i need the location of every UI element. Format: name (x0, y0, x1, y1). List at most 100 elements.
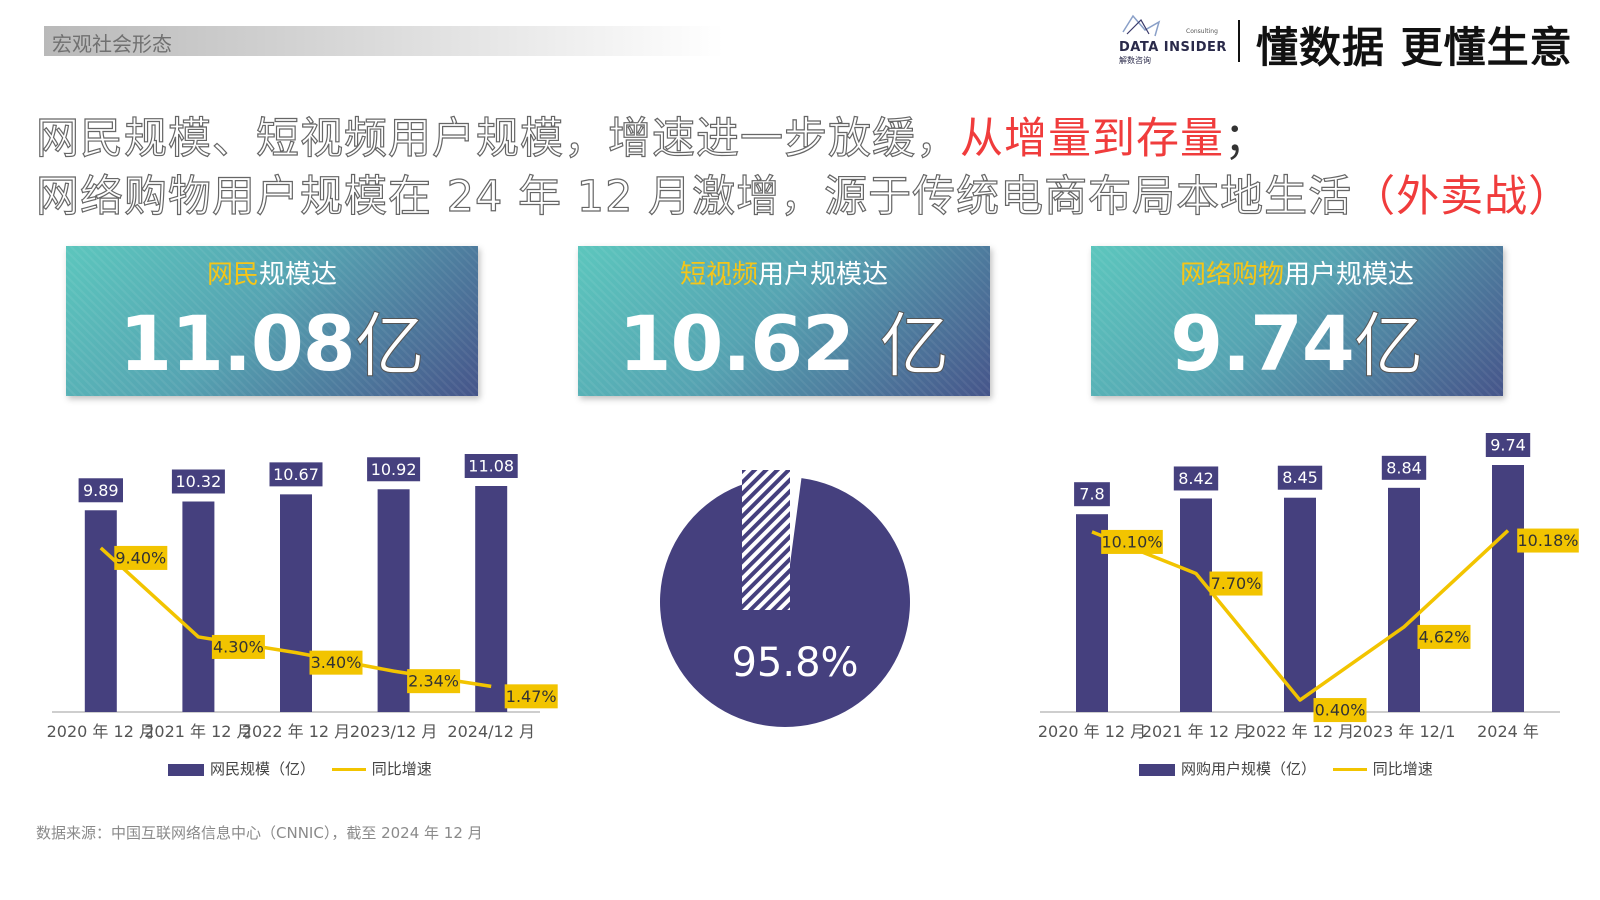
growth-value-label-bg (309, 650, 363, 675)
bar (1388, 487, 1420, 712)
bar-value-label-bg (1173, 466, 1219, 491)
x-tick-label: 2023 年 12/1 (1353, 722, 1456, 741)
slogan-divider (1238, 20, 1240, 62)
legend-line-swatch (331, 768, 366, 771)
growth-value-label-bg (1101, 529, 1163, 554)
logo-chinese-name: 解数咨询 (1119, 56, 1151, 65)
x-tick-label: 2022 年 12 月 (1246, 722, 1354, 741)
stat-card-title: 短视频用户规模达 (578, 254, 990, 291)
bar (475, 486, 508, 712)
growth-value-label-bg (1517, 528, 1579, 553)
bar-value-label: 7.8 (1079, 485, 1104, 504)
legend-label-bar: 网民规模（亿） (210, 760, 316, 778)
section-bar (44, 26, 724, 56)
bar-value-label: 8.45 (1282, 468, 1318, 487)
growth-value-label: 10.10% (1101, 532, 1162, 551)
growth-value-label-bg (114, 545, 168, 570)
bar-value-label-bg (1074, 482, 1110, 507)
growth-value-label: 3.40% (311, 653, 362, 672)
legend-netizens: 网民规模（亿） 同比增速 (168, 758, 432, 779)
legend-bar-swatch (1139, 763, 1175, 776)
bar-value-label-bg (1381, 455, 1427, 480)
x-tick-label: 2021 年 12 月 (1142, 722, 1250, 741)
bar-value-label-bg (464, 454, 518, 478)
growth-value-label-bg (504, 684, 558, 709)
growth-value-label: 2.34% (408, 672, 459, 691)
headline-2-text: 网络购物用户规模在 24 年 12 月激增，源于传统电商布局本地生活 (35, 171, 1353, 222)
headline-1-text: 网民规模、短视频用户规模，增速进一步放缓， (35, 113, 960, 164)
growth-value-label: 1.47% (506, 687, 557, 706)
bar (1284, 497, 1316, 712)
bar-value-label-bg (171, 469, 225, 494)
growth-value-label: 4.30% (213, 637, 264, 656)
legend-label-bar: 网购用户规模（亿） (1181, 760, 1317, 778)
stat-unit: 亿 (1353, 305, 1424, 388)
x-tick-label: 2023/12 月 (350, 722, 438, 741)
stat-title-accent: 短视频 (679, 260, 758, 290)
stat-card-title: 网民规模达 (66, 254, 478, 291)
stat-card-value: 9.74亿 (1091, 290, 1503, 391)
bar (1180, 498, 1212, 712)
logo-tagline: Consulting (1186, 28, 1218, 35)
legend-label-line: 同比增速 (1372, 760, 1433, 778)
stat-card-value: 11.08亿 (66, 290, 478, 391)
bar-value-label: 9.89 (83, 481, 119, 500)
headline-line-2: 网络购物用户规模在 24 年 12 月激增，源于传统电商布局本地生活（外卖战） (35, 162, 1573, 224)
bar-value-label: 8.84 (1386, 458, 1422, 477)
stat-number: 9.74 (1170, 299, 1355, 388)
legend-line-swatch (1332, 768, 1367, 771)
stat-card-value: 10.62 亿 (578, 290, 990, 391)
stat-title-rest: 用户规模达 (1284, 260, 1415, 290)
stat-unit: 亿 (879, 305, 950, 388)
logo-name: DATA INSIDER (1119, 40, 1227, 55)
growth-value-label-bg (407, 669, 461, 694)
headline-1-highlight: 从增量到存量 (960, 114, 1224, 164)
bar (280, 494, 312, 712)
bar (84, 510, 117, 712)
legend-bar-swatch (168, 763, 204, 776)
bar-value-label: 11.08 (468, 457, 514, 476)
stat-title-accent: 网络购物 (1179, 260, 1284, 290)
x-tick-label: 2022 年 12 月 (242, 722, 350, 741)
growth-value-label-bg (1209, 571, 1263, 596)
pie-slice-minor (742, 470, 790, 610)
stat-title-rest: 规模达 (259, 260, 338, 290)
stat-card-short-video: 短视频用户规模达 10.62 亿 (578, 246, 990, 396)
section-label: 宏观社会形态 (52, 32, 172, 56)
bar-value-label-bg (367, 457, 421, 482)
stat-title-rest: 用户规模达 (758, 260, 889, 290)
stat-card-title: 网络购物用户规模达 (1091, 254, 1503, 291)
x-tick-label: 2021 年 12 月 (144, 722, 252, 741)
x-tick-label: 2020 年 12 月 (47, 722, 155, 741)
stat-number: 10.62 (618, 299, 880, 388)
stat-unit: 亿 (354, 305, 425, 388)
legend-label-line: 同比增速 (371, 760, 432, 778)
bar-value-label: 9.74 (1490, 436, 1526, 455)
data-source-note: 数据来源：中国互联网络信息中心（CNNIC），截至 2024 年 12 月 (36, 824, 483, 842)
headline-2-highlight: （外卖战） (1352, 172, 1573, 222)
headline-line-1: 网民规模、短视频用户规模，增速进一步放缓，从增量到存量； (35, 104, 1268, 166)
legend-shopping: 网购用户规模（亿） 同比增速 (1139, 758, 1433, 779)
stat-card-netizens: 网民规模达 11.08亿 (66, 246, 478, 396)
bar-value-label-bg (1277, 465, 1323, 490)
headline-1-end: ； (1224, 114, 1268, 164)
bar (1492, 465, 1524, 712)
bar-value-label: 10.67 (273, 465, 319, 484)
bar (377, 489, 410, 712)
bar-value-label-bg (1485, 433, 1531, 457)
bar (182, 501, 215, 712)
bar-value-label: 10.32 (175, 472, 221, 491)
growth-value-label: 9.40% (115, 548, 166, 567)
stat-card-online-shopping: 网络购物用户规模达 9.74亿 (1091, 246, 1503, 396)
growth-value-label-bg (1417, 624, 1471, 649)
bar-value-label-bg (78, 478, 123, 503)
x-tick-label: 2024 年 (1477, 722, 1539, 741)
growth-value-label: 10.18% (1517, 531, 1578, 550)
growth-value-label: 7.70% (1211, 574, 1262, 593)
data-insider-logo-icon (1122, 14, 1161, 37)
slogan: 懂数据 更懂生意 (1256, 23, 1573, 72)
growth-value-label: 4.62% (1419, 627, 1470, 646)
stat-title-accent: 网民 (206, 260, 259, 290)
stat-number: 11.08 (119, 299, 355, 388)
